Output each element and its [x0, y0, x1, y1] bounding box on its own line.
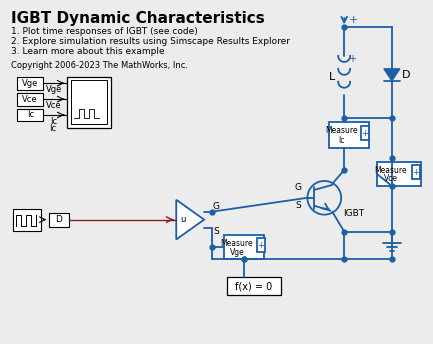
Text: Ic: Ic [49, 124, 57, 133]
Text: Ic: Ic [338, 136, 344, 145]
Text: G: G [295, 183, 302, 192]
Text: IGBT Dynamic Characteristics: IGBT Dynamic Characteristics [11, 11, 265, 26]
Text: Measure: Measure [325, 126, 358, 135]
Text: D: D [401, 70, 410, 80]
Text: +: + [349, 15, 358, 25]
Bar [71, 80, 107, 125]
Text: D: D [55, 215, 62, 224]
Text: +: + [362, 129, 368, 138]
Text: 3. Learn more about this example: 3. Learn more about this example [11, 47, 165, 56]
Bar [361, 126, 369, 140]
Text: 1. Plot time responses of IGBT (see code): 1. Plot time responses of IGBT (see code… [11, 27, 198, 36]
Text: Vge: Vge [22, 79, 39, 88]
Text: S: S [296, 201, 301, 210]
Text: S: S [213, 227, 219, 236]
Bar [257, 238, 265, 252]
Text: G: G [213, 202, 220, 211]
Bar [227, 277, 281, 295]
Bar [17, 93, 43, 106]
Polygon shape [384, 69, 400, 81]
Text: Vge: Vge [46, 85, 62, 94]
Text: Ic: Ic [27, 110, 34, 119]
Text: Vce: Vce [384, 174, 398, 183]
Bar [67, 77, 111, 128]
Text: Copyright 2006-2023 The MathWorks, Inc.: Copyright 2006-2023 The MathWorks, Inc. [11, 61, 188, 70]
Text: 2. Explore simulation results using Simscape Results Explorer: 2. Explore simulation results using Sims… [11, 37, 290, 46]
Text: +: + [412, 168, 419, 176]
Text: Ic: Ic [51, 117, 58, 126]
Text: +: + [257, 241, 264, 250]
Text: Measure: Measure [375, 165, 407, 174]
Bar [13, 209, 41, 230]
Bar [17, 108, 43, 121]
Bar [17, 77, 43, 90]
Text: f(x) = 0: f(x) = 0 [235, 281, 272, 291]
Bar [329, 122, 369, 148]
Bar [377, 162, 421, 186]
Bar [224, 236, 264, 259]
Text: Vce: Vce [23, 95, 38, 104]
Text: L: L [329, 72, 336, 82]
Bar [412, 165, 420, 179]
Text: u: u [180, 215, 186, 224]
Text: +: + [348, 54, 356, 64]
Text: IGBT: IGBT [343, 209, 364, 218]
Bar [49, 213, 69, 227]
Polygon shape [176, 200, 204, 239]
Text: Vce: Vce [46, 101, 62, 110]
Text: Measure: Measure [220, 239, 253, 248]
Text: Vge: Vge [229, 248, 244, 257]
